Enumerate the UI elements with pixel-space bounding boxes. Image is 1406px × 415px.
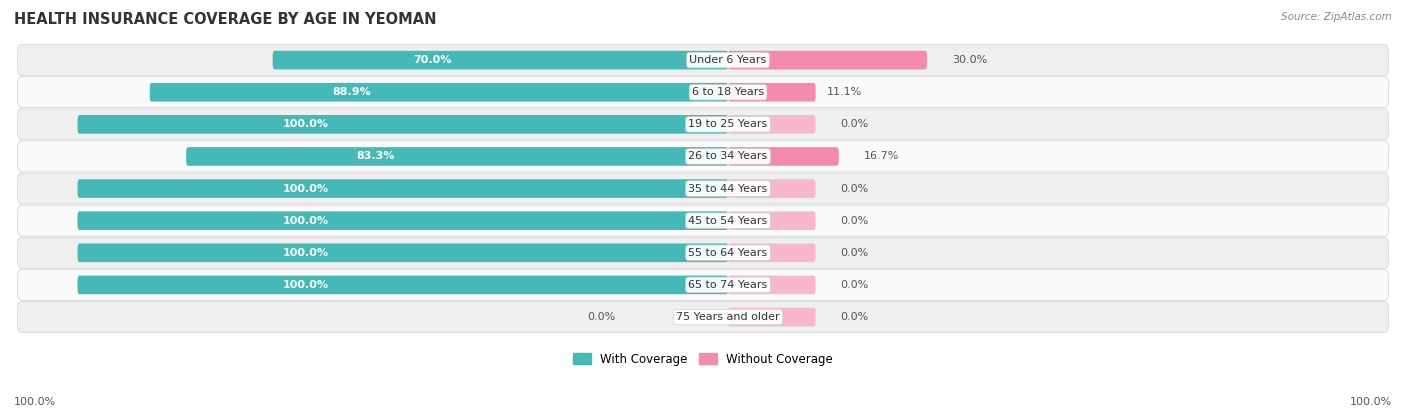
- FancyBboxPatch shape: [728, 308, 815, 326]
- FancyBboxPatch shape: [728, 244, 815, 262]
- Text: 0.0%: 0.0%: [841, 183, 869, 193]
- FancyBboxPatch shape: [150, 83, 728, 102]
- Text: 100.0%: 100.0%: [283, 248, 328, 258]
- Text: 75 Years and older: 75 Years and older: [676, 312, 780, 322]
- FancyBboxPatch shape: [728, 211, 815, 230]
- Text: 0.0%: 0.0%: [841, 120, 869, 129]
- Text: 26 to 34 Years: 26 to 34 Years: [689, 151, 768, 161]
- FancyBboxPatch shape: [77, 115, 728, 134]
- Text: 100.0%: 100.0%: [1350, 397, 1392, 407]
- FancyBboxPatch shape: [17, 237, 1389, 268]
- Text: 11.1%: 11.1%: [827, 87, 862, 97]
- FancyBboxPatch shape: [17, 269, 1389, 300]
- Text: 55 to 64 Years: 55 to 64 Years: [689, 248, 768, 258]
- Text: 0.0%: 0.0%: [841, 312, 869, 322]
- FancyBboxPatch shape: [77, 244, 728, 262]
- Text: Source: ZipAtlas.com: Source: ZipAtlas.com: [1281, 12, 1392, 22]
- FancyBboxPatch shape: [17, 205, 1389, 236]
- Text: 35 to 44 Years: 35 to 44 Years: [689, 183, 768, 193]
- Text: 6 to 18 Years: 6 to 18 Years: [692, 87, 763, 97]
- Text: HEALTH INSURANCE COVERAGE BY AGE IN YEOMAN: HEALTH INSURANCE COVERAGE BY AGE IN YEOM…: [14, 12, 436, 27]
- FancyBboxPatch shape: [273, 51, 728, 69]
- FancyBboxPatch shape: [77, 211, 728, 230]
- Text: 45 to 54 Years: 45 to 54 Years: [689, 216, 768, 226]
- Text: 100.0%: 100.0%: [14, 397, 56, 407]
- Text: 100.0%: 100.0%: [283, 216, 328, 226]
- Text: 70.0%: 70.0%: [413, 55, 451, 65]
- FancyBboxPatch shape: [186, 147, 728, 166]
- FancyBboxPatch shape: [728, 51, 927, 69]
- Text: 0.0%: 0.0%: [841, 216, 869, 226]
- Text: 0.0%: 0.0%: [841, 248, 869, 258]
- Text: 30.0%: 30.0%: [952, 55, 987, 65]
- Text: 0.0%: 0.0%: [841, 280, 869, 290]
- FancyBboxPatch shape: [728, 83, 815, 102]
- Text: 88.9%: 88.9%: [333, 87, 371, 97]
- Text: 16.7%: 16.7%: [863, 151, 898, 161]
- Legend: With Coverage, Without Coverage: With Coverage, Without Coverage: [568, 348, 838, 371]
- Text: 0.0%: 0.0%: [588, 312, 616, 322]
- FancyBboxPatch shape: [728, 276, 815, 294]
- Text: 100.0%: 100.0%: [283, 280, 328, 290]
- Text: 83.3%: 83.3%: [357, 151, 395, 161]
- FancyBboxPatch shape: [17, 77, 1389, 107]
- FancyBboxPatch shape: [17, 302, 1389, 332]
- Text: 65 to 74 Years: 65 to 74 Years: [689, 280, 768, 290]
- FancyBboxPatch shape: [728, 147, 839, 166]
- FancyBboxPatch shape: [17, 141, 1389, 172]
- FancyBboxPatch shape: [728, 115, 815, 134]
- FancyBboxPatch shape: [77, 276, 728, 294]
- FancyBboxPatch shape: [17, 45, 1389, 76]
- Text: 19 to 25 Years: 19 to 25 Years: [689, 120, 768, 129]
- FancyBboxPatch shape: [17, 173, 1389, 204]
- FancyBboxPatch shape: [77, 179, 728, 198]
- Text: Under 6 Years: Under 6 Years: [689, 55, 766, 65]
- Text: 100.0%: 100.0%: [283, 120, 328, 129]
- FancyBboxPatch shape: [17, 109, 1389, 140]
- FancyBboxPatch shape: [728, 179, 815, 198]
- Text: 100.0%: 100.0%: [283, 183, 328, 193]
